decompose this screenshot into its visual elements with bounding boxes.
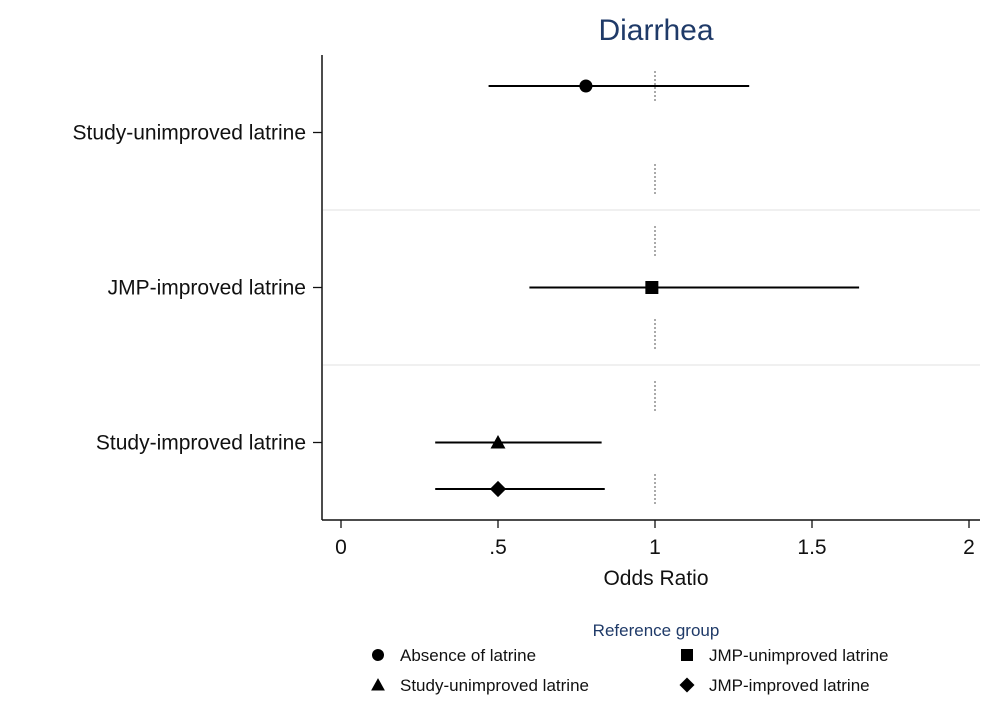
point-estimate	[489, 480, 507, 498]
x-axis-title: Odds Ratio	[603, 567, 708, 590]
legend-label: JMP-improved latrine	[709, 676, 870, 695]
legend-label: Absence of latrine	[400, 646, 536, 665]
x-tick-label: 1.5	[797, 536, 826, 559]
legend-marker	[679, 677, 695, 693]
x-tick-label: .5	[489, 536, 507, 559]
category-label: Study-unimproved latrine	[73, 122, 306, 145]
point-estimate	[579, 79, 593, 93]
point-estimate	[490, 435, 506, 449]
legend-title: Reference group	[593, 621, 720, 640]
x-tick-label: 2	[963, 536, 975, 559]
category-label: JMP-improved latrine	[108, 277, 306, 300]
plot-area: 0 .5 1 1.5 2 Study-unimproved latrine JMP-impr…	[73, 55, 980, 559]
legend-marker	[372, 649, 384, 661]
point-estimate	[645, 281, 659, 294]
legend-marker	[681, 649, 693, 661]
legend-label: Study-unimproved latrine	[400, 676, 589, 695]
x-tick-label: 0	[335, 536, 347, 559]
x-tick-label: 1	[649, 536, 661, 559]
legend: Reference group Absence of latrine JMP-un…	[371, 621, 889, 695]
category-label: Study-improved latrine	[96, 432, 306, 455]
chart-title: Diarrhea	[598, 14, 713, 47]
legend-label: JMP-unimproved latrine	[709, 646, 889, 665]
legend-marker	[371, 678, 385, 691]
